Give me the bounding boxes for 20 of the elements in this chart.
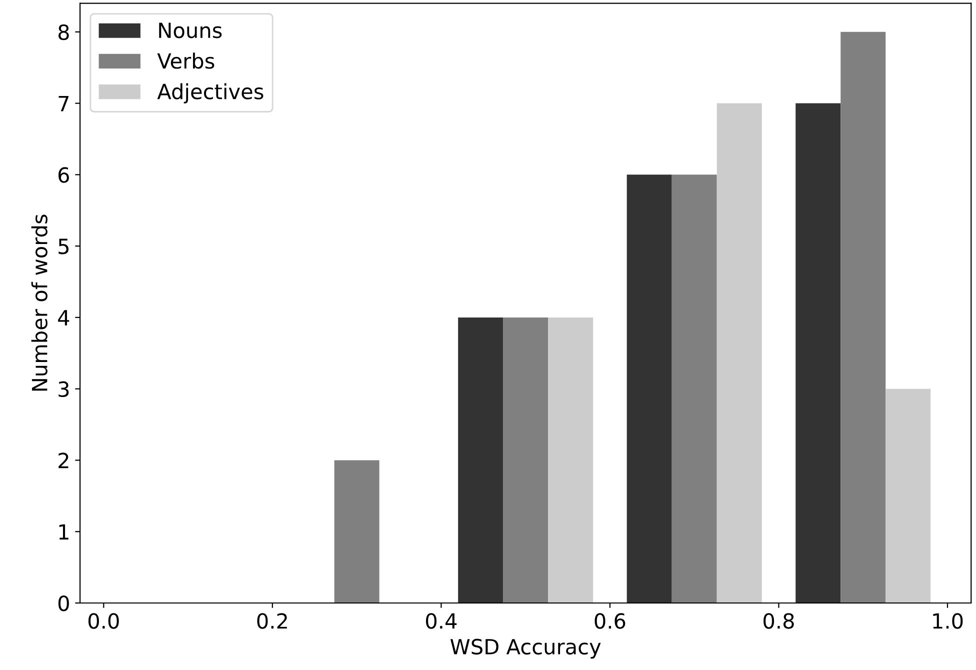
x-axis-title: WSD Accuracy (450, 638, 601, 659)
legend-label: Verbs (157, 52, 214, 69)
x-tick-label: 0.6 (594, 613, 626, 629)
y-tick-label: 8 (58, 24, 69, 40)
y-tick-label: 7 (58, 96, 69, 112)
legend-label: Adjectives (157, 83, 264, 104)
x-tick-label: 0.2 (257, 613, 287, 629)
y-tick-label: 1 (59, 524, 68, 540)
x-tick-label: 0.8 (764, 613, 794, 629)
x-tick-label: 1.0 (933, 613, 963, 629)
y-tick-label: 3 (58, 381, 69, 398)
y-tick-label: 4 (58, 310, 70, 326)
y-tick-label: 0 (58, 595, 69, 612)
y-tick-label: 2 (58, 452, 68, 468)
x-tick-label: 0.4 (426, 613, 457, 629)
y-tick-label: 5 (58, 238, 68, 254)
legend-label: Nouns (159, 22, 222, 38)
y-tick-label: 6 (58, 167, 69, 183)
x-tick-label: 0.0 (88, 613, 119, 629)
y-axis-title: Number of words (31, 214, 48, 391)
